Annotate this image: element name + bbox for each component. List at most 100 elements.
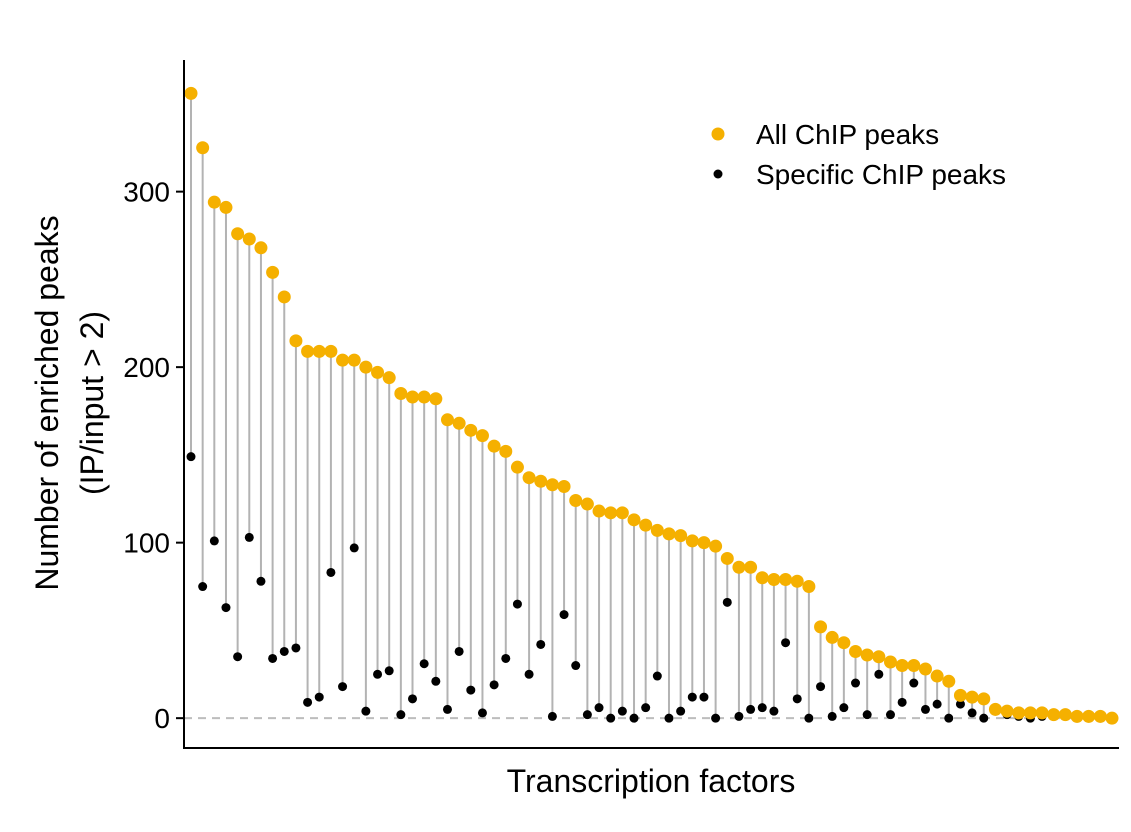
specific-peak-point xyxy=(722,597,732,607)
specific-peak-point xyxy=(757,703,767,713)
specific-peak-point xyxy=(955,699,965,709)
all-peak-point xyxy=(977,692,991,706)
all-peak-point xyxy=(650,523,664,537)
specific-peak-point xyxy=(186,452,196,462)
all-peak-point xyxy=(1093,709,1107,723)
all-peak-point xyxy=(988,702,1002,716)
specific-peak-point xyxy=(629,713,639,723)
specific-peak-point xyxy=(792,694,802,704)
all-peak-point xyxy=(965,690,979,704)
specific-peak-point xyxy=(594,703,604,713)
specific-peak-point xyxy=(361,706,371,716)
all-peak-point xyxy=(219,200,233,214)
specific-peak-point xyxy=(617,706,627,716)
all-peak-point xyxy=(301,344,315,358)
specific-peak-point xyxy=(512,599,522,609)
specific-peak-point xyxy=(851,678,861,688)
specific-peak-point xyxy=(547,711,557,721)
specific-peak-point xyxy=(524,669,534,679)
all-peak-point xyxy=(371,365,385,379)
all-peak-point xyxy=(1012,706,1026,720)
specific-peak-point xyxy=(198,582,208,592)
specific-peak-point xyxy=(909,678,919,688)
specific-peak-point xyxy=(454,646,464,656)
specific-peak-point xyxy=(373,669,383,679)
all-peak-point xyxy=(872,650,886,664)
specific-peak-point xyxy=(303,697,313,707)
all-peak-point xyxy=(207,195,221,209)
specific-peak-point xyxy=(442,704,452,714)
all-peak-point xyxy=(534,474,548,488)
all-peak-point xyxy=(557,479,571,493)
specific-peak-point xyxy=(314,692,324,702)
x-axis-title: Transcription factors xyxy=(507,763,796,799)
all-peak-point xyxy=(440,413,454,427)
specific-peak-point xyxy=(349,543,359,553)
all-points-layer xyxy=(184,86,1119,725)
all-peak-point xyxy=(662,527,676,541)
all-peak-point xyxy=(895,659,909,673)
specific-peak-point xyxy=(897,697,907,707)
all-peak-point xyxy=(277,290,291,304)
all-peak-point xyxy=(196,141,210,155)
all-peak-point xyxy=(837,636,851,650)
specific-peak-point xyxy=(606,713,616,723)
specific-peak-point xyxy=(408,694,418,704)
all-peak-point xyxy=(289,334,303,348)
all-peak-point xyxy=(580,497,594,511)
all-peak-point xyxy=(1000,704,1014,718)
specific-peak-point xyxy=(256,576,266,586)
y-axis-title-line-2: (IP/input > 2) xyxy=(74,311,110,495)
all-peak-point xyxy=(883,655,897,669)
all-peak-point xyxy=(825,630,839,644)
all-peak-point xyxy=(685,534,699,548)
specific-peak-point xyxy=(885,710,895,720)
specific-peak-point xyxy=(641,703,651,713)
all-peak-point xyxy=(918,662,932,676)
all-peak-point xyxy=(254,241,268,255)
all-peak-point xyxy=(744,560,758,574)
all-peak-point xyxy=(336,353,350,367)
all-peak-point xyxy=(266,265,280,279)
all-peak-point xyxy=(231,227,245,241)
y-tick-label: 300 xyxy=(123,177,170,208)
all-peak-point xyxy=(615,506,629,520)
all-peak-point xyxy=(522,471,536,485)
all-peak-point xyxy=(1023,706,1037,720)
y-ticks: 0 100 200 300 xyxy=(123,177,184,734)
all-peak-point xyxy=(347,353,361,367)
specific-peak-point xyxy=(338,682,348,692)
specific-peak-point xyxy=(326,567,336,577)
all-peak-point xyxy=(697,536,711,550)
y-axis-title: Number of enriched peaks (IP/input > 2) xyxy=(29,215,110,590)
specific-peak-point xyxy=(839,703,849,713)
all-peak-point xyxy=(720,551,734,565)
all-peak-point xyxy=(674,529,688,543)
all-peak-point xyxy=(1082,709,1096,723)
specific-peak-point xyxy=(209,536,219,546)
all-peak-point xyxy=(184,86,198,100)
specific-peak-point xyxy=(734,711,744,721)
specific-peak-point xyxy=(559,610,569,620)
specific-peak-point xyxy=(676,706,686,716)
all-peak-point xyxy=(755,571,769,585)
specific-peak-point xyxy=(862,710,872,720)
all-peak-point xyxy=(709,539,723,553)
specific-peak-point xyxy=(466,685,476,695)
specific-peak-point xyxy=(431,676,441,686)
specific-peak-point xyxy=(279,646,289,656)
all-peak-point xyxy=(510,460,524,474)
legend-all-label: All ChIP peaks xyxy=(756,119,939,150)
legend-specific-label: Specific ChIP peaks xyxy=(756,159,1006,190)
specific-peak-point xyxy=(827,711,837,721)
specific-peak-point xyxy=(489,680,499,690)
all-peak-point xyxy=(1058,708,1072,722)
specific-points-layer xyxy=(186,452,1117,723)
all-peak-point xyxy=(802,580,816,594)
all-peak-point xyxy=(429,392,443,406)
all-peak-point xyxy=(406,390,420,404)
y-tick-label: 0 xyxy=(154,703,170,734)
y-tick-label: 200 xyxy=(123,352,170,383)
specific-peak-point xyxy=(652,671,662,681)
